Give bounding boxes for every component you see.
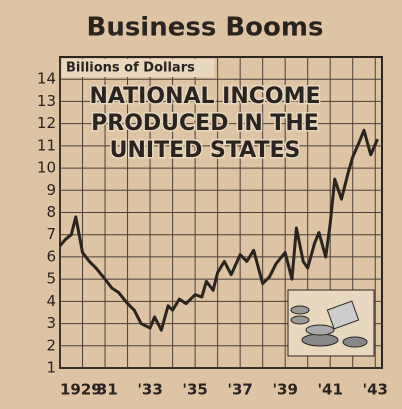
inner-title: PRODUCED IN THE [91,111,319,136]
y-tick-label: 3 [46,314,56,332]
chart: Business Booms 12345678910111213141929'3… [0,0,402,409]
y-tick-label: 4 [46,292,56,310]
y-tick-label: 8 [46,203,56,221]
x-tick-label: '35 [182,381,207,399]
x-tick-label: '43 [363,381,388,399]
y-tick-label: 7 [46,225,56,243]
y-tick-label: 11 [37,136,56,154]
x-tick-label: '33 [137,381,162,399]
y-tick-label: 2 [46,336,56,354]
y-tick-label: 9 [46,181,56,199]
chart-title: Business Booms [87,13,324,43]
inner-title: NATIONAL INCOME [89,84,320,109]
y-tick-label: 6 [46,247,56,265]
inner-title: UNITED STATES [110,138,301,163]
y-tick-label: 10 [37,159,56,177]
x-tick-label: '39 [272,381,297,399]
y-tick-label: 14 [37,70,56,88]
y-tick-label: 1 [46,359,56,377]
y-axis-label: Billions of Dollars [66,61,195,76]
x-tick-label: '37 [227,381,252,399]
y-tick-label: 13 [37,92,56,110]
coins-icon [288,290,374,356]
x-tick-label: '31 [92,381,117,399]
x-tick-label: '41 [317,381,342,399]
y-tick-label: 12 [37,114,56,132]
y-tick-label: 5 [46,270,56,288]
